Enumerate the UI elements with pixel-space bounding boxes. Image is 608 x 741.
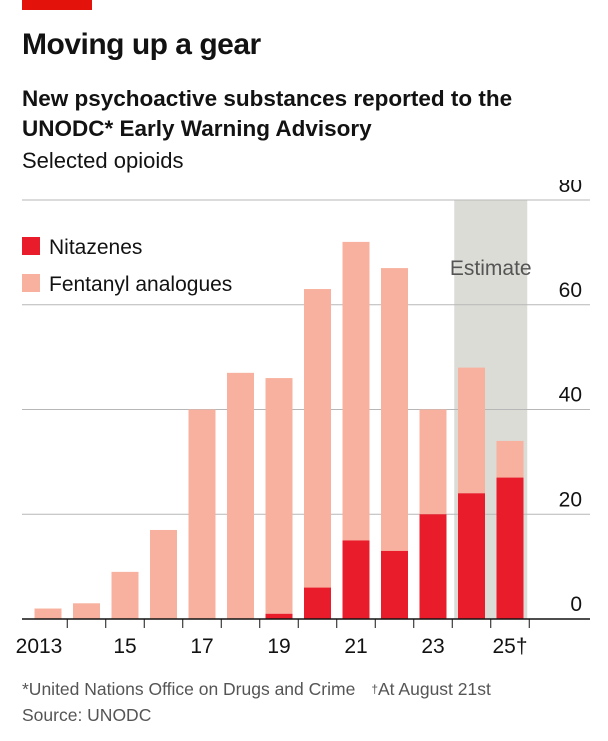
- bar-fentanyl: [111, 571, 139, 619]
- bar-fentanyl: [419, 409, 447, 515]
- bar-nitazenes: [304, 587, 331, 619]
- y-tick-label: 20: [559, 488, 582, 511]
- bar-fentanyl: [381, 268, 408, 551]
- y-tick-label: 0: [570, 593, 582, 616]
- x-tick-label: 15: [113, 635, 136, 658]
- bar-fentanyl: [304, 289, 331, 588]
- footnote-august: At August 21st: [378, 679, 491, 699]
- bar-nitazenes: [381, 550, 408, 619]
- bar-nitazenes: [458, 493, 485, 619]
- bar-fentanyl: [73, 603, 100, 619]
- chart-note: Selected opioids: [22, 148, 184, 173]
- bar-fentanyl: [150, 529, 177, 619]
- x-tick-label: 23: [421, 635, 444, 658]
- axis-layer: 0 20 40 60 80 2013 15 17 19 21 23 25†: [16, 180, 590, 658]
- source-note: Source: UNODC: [22, 705, 152, 725]
- bar-fentanyl: [496, 440, 524, 478]
- y-tick-label: 80: [559, 180, 582, 197]
- bar-nitazenes: [496, 477, 524, 619]
- chart-title: Moving up a gear: [22, 28, 261, 61]
- bar-fentanyl: [342, 241, 370, 541]
- bar-fentanyl: [188, 409, 216, 619]
- legend-swatch: [22, 237, 40, 255]
- bar-nitazenes: [265, 613, 293, 619]
- legend-label: Fentanyl analogues: [49, 273, 232, 296]
- bar-fentanyl: [34, 608, 62, 619]
- bar-fentanyl: [458, 367, 485, 494]
- legend-swatch: [22, 274, 40, 292]
- bar-layer: [34, 241, 524, 619]
- legend-label: Nitazenes: [49, 236, 142, 259]
- legend: Nitazenes Fentanyl analogues: [22, 236, 232, 296]
- y-tick-label: 60: [559, 279, 582, 302]
- x-tick-label: 21: [344, 635, 367, 658]
- footnotes: *United Nations Office on Drugs and Crim…: [22, 676, 491, 728]
- bar-fentanyl: [265, 378, 293, 614]
- chart-subtitle: New psychoactive substances reported to …: [22, 86, 513, 141]
- footnote-dagger: †: [371, 682, 378, 696]
- bar-fentanyl: [227, 372, 254, 619]
- bar-nitazenes: [342, 540, 370, 619]
- brand-tag: [22, 0, 92, 10]
- x-tick-label: 25†: [492, 635, 527, 658]
- x-tick-label: 2013: [16, 635, 63, 658]
- footnote-unodc: *United Nations Office on Drugs and Crim…: [22, 679, 356, 699]
- y-tick-label: 40: [559, 384, 582, 407]
- stacked-bar-chart: Estimate 0 20 40 60 80 2013 15 17 19 21 23 25† Nita…: [16, 180, 590, 658]
- x-tick-label: 19: [267, 635, 290, 658]
- x-tick-label: 17: [190, 635, 213, 658]
- estimate-label: Estimate: [450, 257, 532, 280]
- bar-nitazenes: [419, 514, 447, 619]
